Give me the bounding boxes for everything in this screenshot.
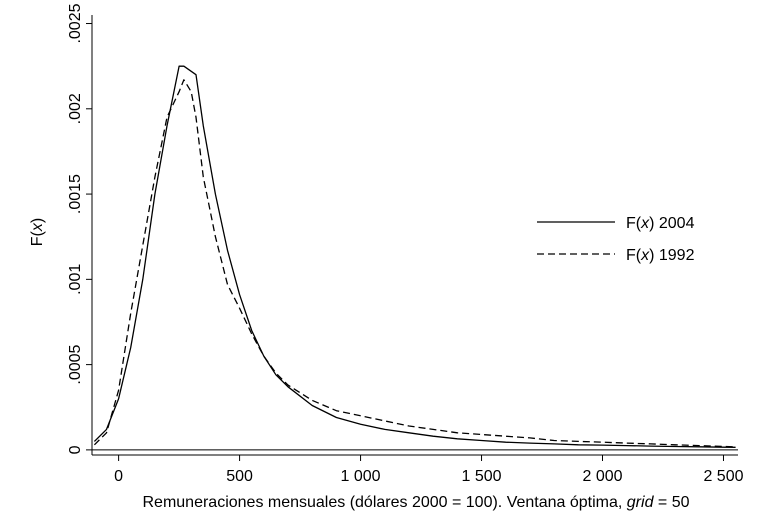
y-tick-label: .001 bbox=[67, 264, 84, 295]
legend-label-1: F(x) 1992 bbox=[626, 247, 695, 264]
y-axis: 0 .0005 .001 .0015 .002 .0025 bbox=[67, 3, 93, 455]
x-axis-title: Remuneraciones mensuales (dólares 2000 =… bbox=[142, 494, 689, 511]
y-tick-label: .002 bbox=[67, 93, 84, 124]
x-axis: 0 500 1 000 1 500 2 000 2 500 bbox=[92, 454, 744, 485]
legend-label-0: F(x) 2004 bbox=[626, 215, 695, 232]
series-line-0 bbox=[93, 65, 736, 448]
series-line-1 bbox=[93, 79, 736, 448]
x-tick-label: 1 000 bbox=[341, 468, 381, 485]
series-lines bbox=[93, 65, 736, 448]
y-tick-label: .0005 bbox=[67, 344, 84, 384]
x-tick-label: 500 bbox=[226, 468, 253, 485]
y-tick-label: .0015 bbox=[67, 174, 84, 214]
x-tick-label: 0 bbox=[114, 468, 123, 485]
y-axis-title: F(x) bbox=[29, 218, 46, 246]
legend: F(x) 2004 F(x) 1992 bbox=[537, 215, 695, 264]
x-tick-label: 1 500 bbox=[462, 468, 502, 485]
y-tick-label: 0 bbox=[67, 445, 84, 454]
y-tick-label: .0025 bbox=[67, 3, 84, 43]
x-tick-label: 2 000 bbox=[582, 468, 622, 485]
axis-titles: Remuneraciones mensuales (dólares 2000 =… bbox=[29, 218, 690, 511]
x-tick-label: 2 500 bbox=[703, 468, 743, 485]
